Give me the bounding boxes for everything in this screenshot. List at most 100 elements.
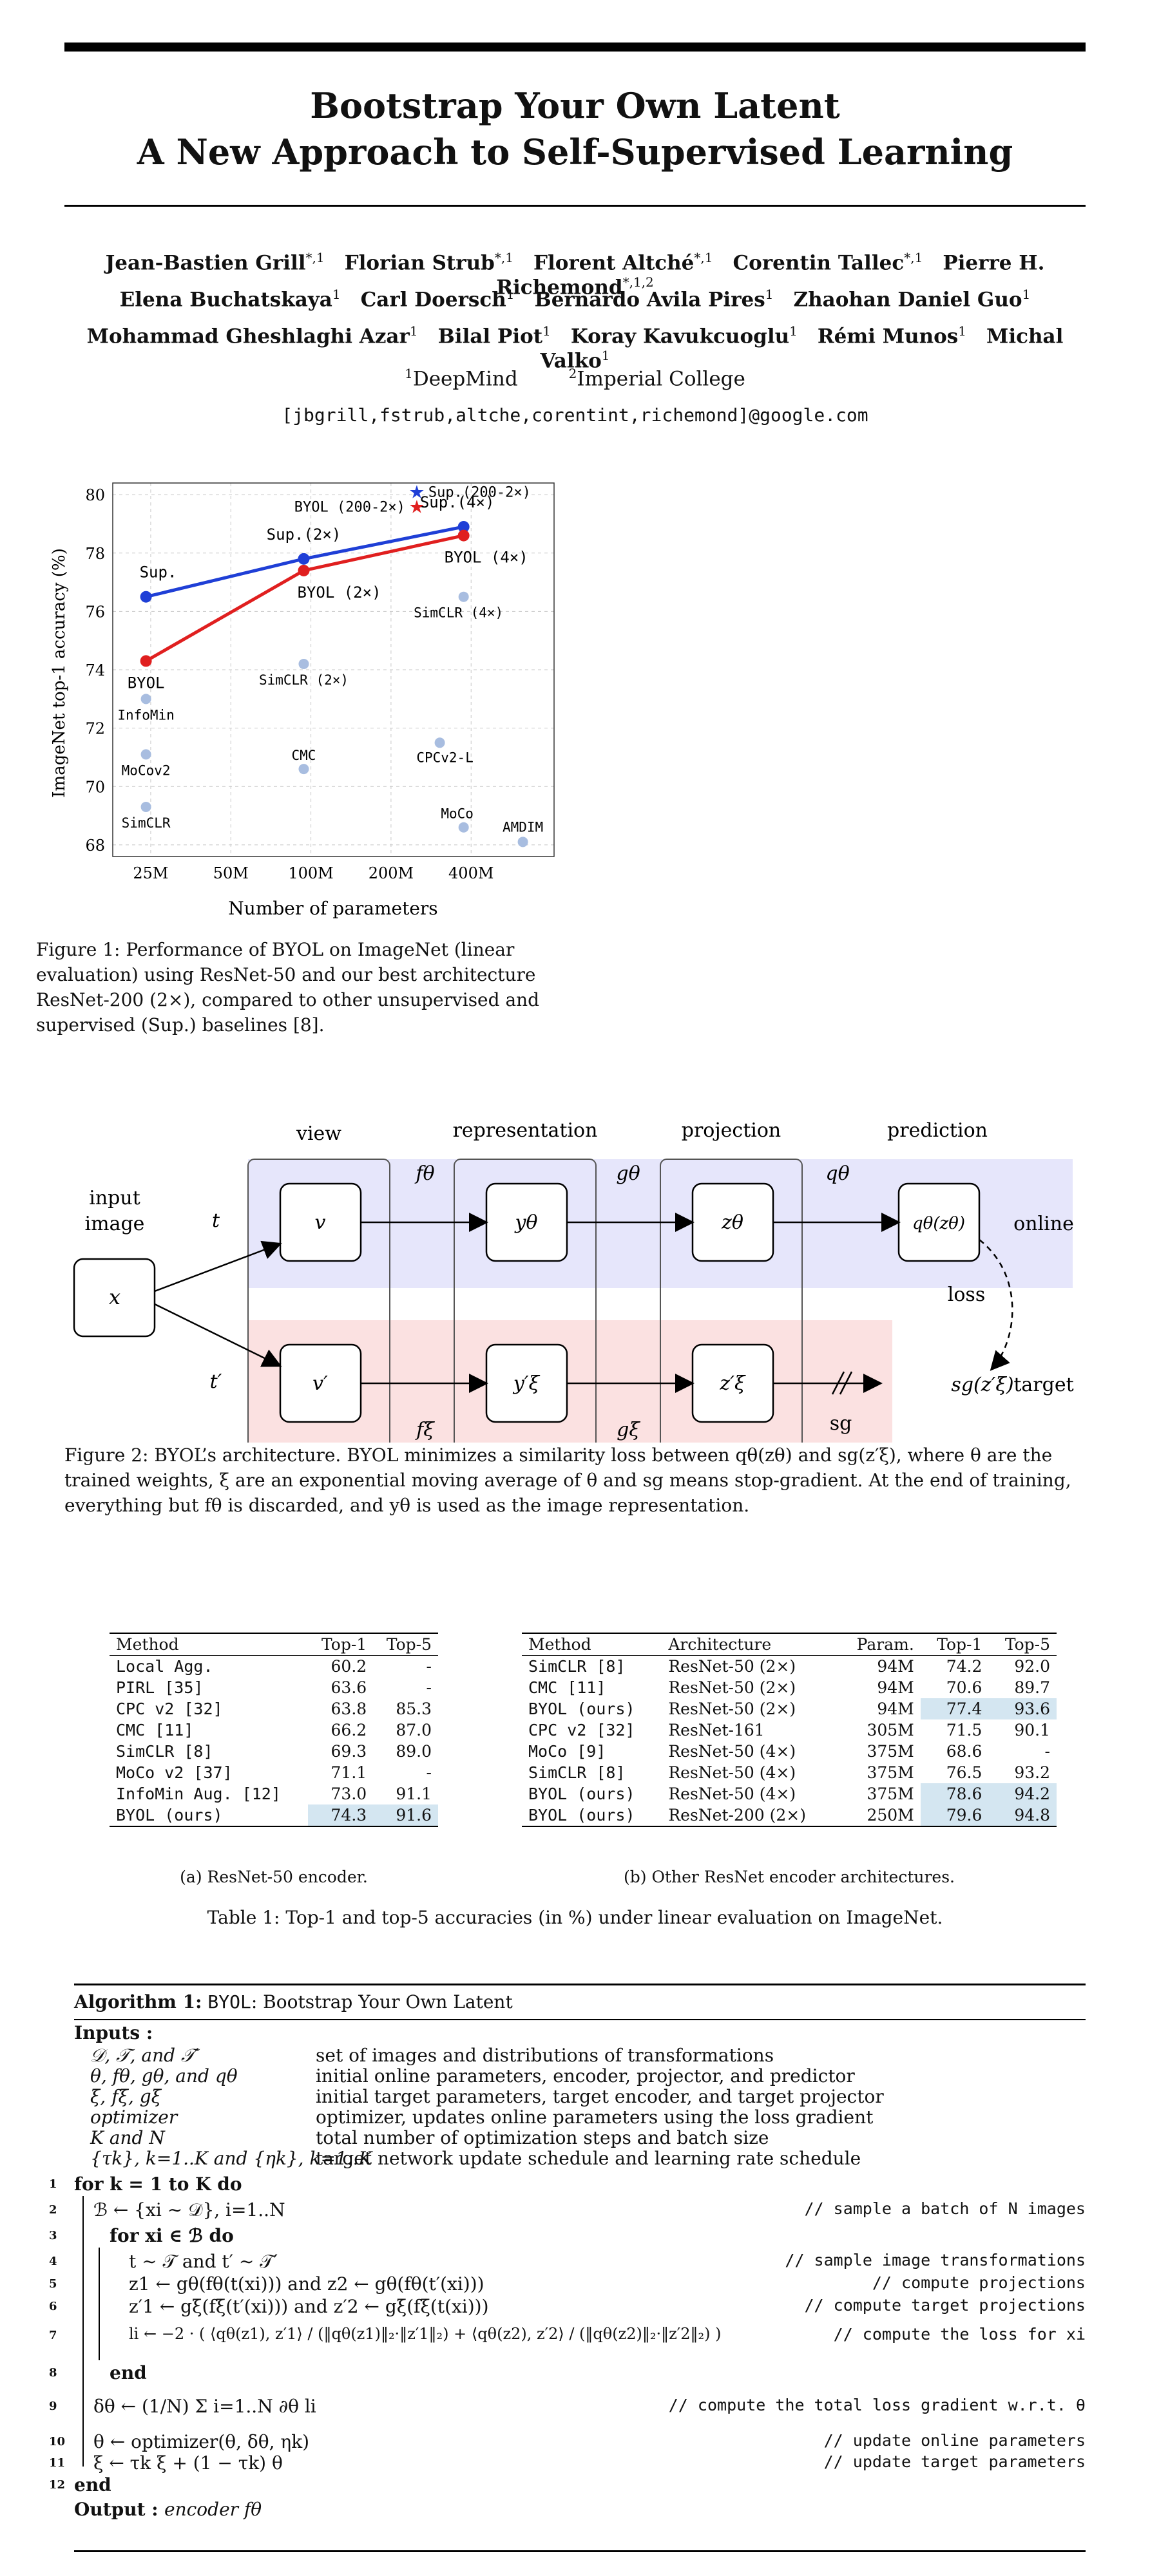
authors_row3-author-sup-4: 1	[601, 348, 610, 364]
affiliations: 1DeepMind 2Imperial College	[64, 366, 1086, 390]
series-point-label: BYOL (4×)	[445, 549, 528, 567]
authors_row2-author-sup-3: 1	[1022, 287, 1031, 302]
algo-line-code: ℬ ← {xi ∼ 𝒟}, i=1..N	[93, 2199, 285, 2221]
table-cell: 77.4	[920, 1698, 989, 1719]
affil-sup-2: 2	[568, 366, 577, 381]
algo-line-code: δθ ← (1/N) Σ i=1..N ∂θ li	[93, 2396, 316, 2417]
algo-bottom-rule	[74, 2550, 1086, 2552]
algo-line-code: ξ ← τk ξ + (1 − τk) θ	[93, 2452, 283, 2474]
q-theta-label: qθ(zθ)	[912, 1214, 965, 1233]
algo-line-comment: // sample a batch of N images	[804, 2199, 1086, 2218]
algo-line-code: end	[110, 2362, 147, 2383]
table-cell: 66.2	[331, 1721, 367, 1739]
arrow-x-to-v	[154, 1240, 282, 1293]
g-xi-label: gξ	[617, 1419, 640, 1441]
authors-row-1: Jean-Bastien Grill*,1 Florian Strub*,1 F…	[64, 250, 1086, 299]
other-method-point	[140, 694, 151, 705]
series-point	[457, 529, 470, 542]
table-cell: MoCo [9]	[528, 1742, 606, 1761]
table-cell: SimCLR [8]	[528, 1657, 626, 1676]
other-method-label: SimCLR	[122, 815, 171, 831]
table-cell: CMC [11]	[116, 1721, 194, 1739]
series-point	[298, 564, 310, 576]
algo-input-symbol: 𝒟, 𝒯, and 𝒯′	[90, 2045, 199, 2066]
series-point-label: BYOL	[128, 674, 165, 692]
algo-input-desc: optimizer, updates online parameters usi…	[316, 2107, 874, 2128]
algo-input-symbol: θ, fθ, gθ, and qθ	[90, 2065, 238, 2087]
table-cell: 250M	[867, 1806, 914, 1824]
authors_row1-author-sup-3: *,1	[904, 250, 923, 265]
other-method-label: InfoMin	[117, 707, 175, 723]
table1a-header: Method Top-1 Top-5	[110, 1633, 438, 1656]
label-online: online	[1013, 1213, 1074, 1235]
table-row: PIRL [35] 63.6 -	[110, 1677, 438, 1698]
stop-grad-slash-2	[839, 1371, 853, 1395]
algo-output-value: encoder fθ	[164, 2499, 262, 2520]
authors-row-2: Elena Buchatskaya1 Carl Doersch1 Bernard…	[64, 287, 1086, 311]
t-prime-label: t′	[210, 1370, 222, 1393]
algo-title-rest: : Bootstrap Your Own Latent	[251, 1991, 513, 2012]
table-cell: SimCLR [8]	[528, 1763, 626, 1782]
algo-title-prefix: Algorithm 1:	[74, 1991, 202, 2012]
table-cell: 90.1	[1014, 1721, 1050, 1739]
table-cell: BYOL (ours)	[528, 1700, 635, 1718]
title-bottom-rule	[64, 205, 1086, 207]
table-cell: 78.6	[920, 1783, 989, 1804]
input-x-box	[73, 1258, 156, 1338]
authors_row1-author-0: Jean-Bastien Grill	[105, 251, 306, 275]
table1b-col-top5: Top-5	[1004, 1635, 1050, 1654]
table-cell: -	[426, 1763, 432, 1782]
algo-input-desc: set of images and distributions of trans…	[316, 2045, 774, 2066]
algo-line-code: t ∼ 𝒯 and t′ ∼ 𝒯′	[129, 2251, 278, 2272]
authors_row1-author-1: Florian Strub	[344, 251, 495, 275]
algo-input-symbol: K and N	[90, 2127, 165, 2148]
table-cell: CPC v2 [32]	[116, 1700, 223, 1718]
arrow-x-to-v-prime	[154, 1303, 282, 1367]
f-xi-label: fξ	[415, 1419, 435, 1441]
title-top-rule	[64, 43, 1086, 52]
table-cell: 71.1	[331, 1763, 367, 1782]
table1b-col-architecture: Architecture	[668, 1635, 772, 1654]
y-tick-label: 72	[85, 720, 105, 738]
other-method-point	[517, 837, 528, 848]
table-row: BYOL (ours) ResNet-50 (4×) 375M 78.6 94.2	[522, 1783, 1057, 1804]
table-cell: 94M	[877, 1700, 914, 1718]
algo-title: Algorithm 1: BYOL: Bootstrap Your Own La…	[74, 1991, 513, 2012]
table-cell: CPC v2 [32]	[528, 1721, 635, 1739]
algo-line-comment: // update target parameters	[823, 2452, 1086, 2471]
star-label: Sup.(200-2×)	[428, 485, 531, 501]
table1b-subcaption: (b) Other ResNet encoder architectures.	[623, 1868, 955, 1886]
star-marker: ★	[408, 496, 425, 517]
label-input: input	[89, 1187, 140, 1209]
table-cell: ResNet-50 (4×)	[668, 1742, 796, 1761]
other-method-label: CMC	[292, 748, 316, 763]
y-tick-label: 76	[85, 603, 105, 621]
table-cell: ResNet-50 (2×)	[668, 1657, 796, 1676]
algo-line-number: 12	[49, 2478, 66, 2492]
table1a-col-top5: Top-5	[386, 1635, 432, 1654]
x-tick-label: 400M	[448, 864, 494, 882]
table-cell: ResNet-50 (2×)	[668, 1678, 796, 1697]
other-method-label: SimCLR (4×)	[414, 605, 503, 621]
table-row: SimCLR [8] ResNet-50 (4×) 375M 76.5 93.2	[522, 1762, 1057, 1783]
authors_row1-author-3: Corentin Tallec	[733, 251, 905, 275]
table-cell: 94M	[877, 1678, 914, 1697]
table-cell: 85.3	[396, 1700, 432, 1718]
table-cell: 63.8	[331, 1700, 367, 1718]
figure1-caption: Figure 1: Performance of BYOL on ImageNe…	[36, 939, 540, 1036]
algo-title-name: BYOL	[207, 1991, 251, 2012]
algo-inputs-label: Inputs :	[74, 2022, 153, 2043]
table-cell: 74.2	[946, 1657, 982, 1676]
table-row: SimCLR [8] ResNet-50 (2×) 94M 74.2 92.0	[522, 1656, 1057, 1678]
series-point	[457, 520, 470, 533]
authors_row3-author-2: Koray Kavukcuoglu	[570, 325, 790, 348]
t-label: t	[212, 1209, 220, 1232]
algo-input-desc: total number of optimization steps and b…	[316, 2127, 769, 2148]
table-row: BYOL (ours) 74.3 91.6	[110, 1804, 438, 1826]
series-point-label: BYOL (2×)	[297, 583, 381, 601]
table-cell: 91.6	[373, 1804, 438, 1826]
table-cell: 91.1	[396, 1785, 432, 1803]
x-tick-label: 50M	[213, 864, 249, 882]
z-theta-label: zθ	[721, 1211, 743, 1234]
table-row: MoCo v2 [37] 71.1 -	[110, 1762, 438, 1783]
